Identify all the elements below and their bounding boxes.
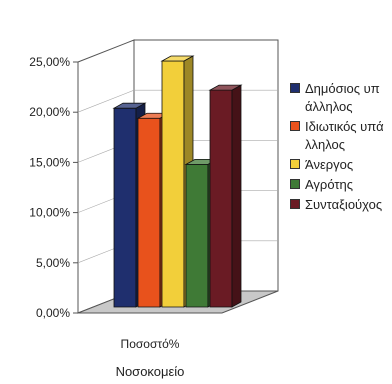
gridline-side: [77, 89, 135, 113]
y-tick-label: 25,00%: [29, 55, 70, 69]
legend-item: Αγρότης: [290, 176, 390, 194]
bar-front: [185, 164, 209, 308]
legend-item: Δημόσιος υπάλληλος: [290, 80, 390, 116]
y-tick-label: 5,00%: [36, 256, 70, 270]
y-tick-label: 20,00%: [29, 105, 70, 119]
legend-swatch: [290, 121, 300, 131]
legend-item: Άνεργος: [290, 156, 390, 174]
x-axis-title: Νοσοκομείο: [116, 364, 185, 379]
legend-label: Ιδιωτικός υπάλληλος: [305, 119, 384, 152]
legend-swatch: [290, 199, 300, 209]
y-tick-label: 10,00%: [29, 206, 70, 220]
legend: Δημόσιος υπάλληλος Ιδιωτικός υπάλληλος Άνε…: [290, 80, 390, 216]
x-category-label: Ποσοστό%: [121, 337, 180, 351]
legend-swatch: [290, 179, 300, 189]
y-tick-label: 15,00%: [29, 155, 70, 169]
legend-swatch: [290, 83, 300, 93]
y-axis-ticks: 0,00% 5,00% 10,00% 15,00% 20,00% 25,00%: [29, 55, 278, 320]
bar: [208, 84, 243, 308]
legend-label: Άνεργος: [305, 157, 354, 172]
y-tick-label: 0,00%: [36, 306, 70, 320]
legend-item: Συνταξιούχος: [290, 196, 390, 214]
bar-front: [113, 107, 137, 308]
legend-item: Ιδιωτικός υπάλληλος: [290, 118, 390, 154]
legend-label: Δημόσιος υπάλληλος: [305, 81, 380, 114]
bar-top: [112, 102, 147, 109]
bar-top: [160, 55, 195, 62]
bar-front: [137, 117, 161, 308]
bar-top: [208, 84, 243, 91]
bar-side: [231, 84, 242, 308]
bars: [112, 55, 243, 308]
legend-label: Αγρότης: [305, 177, 354, 192]
legend-swatch: [290, 159, 300, 169]
legend-label: Συνταξιούχος: [305, 197, 383, 212]
bar-front: [209, 89, 233, 308]
bar-front: [161, 60, 185, 308]
